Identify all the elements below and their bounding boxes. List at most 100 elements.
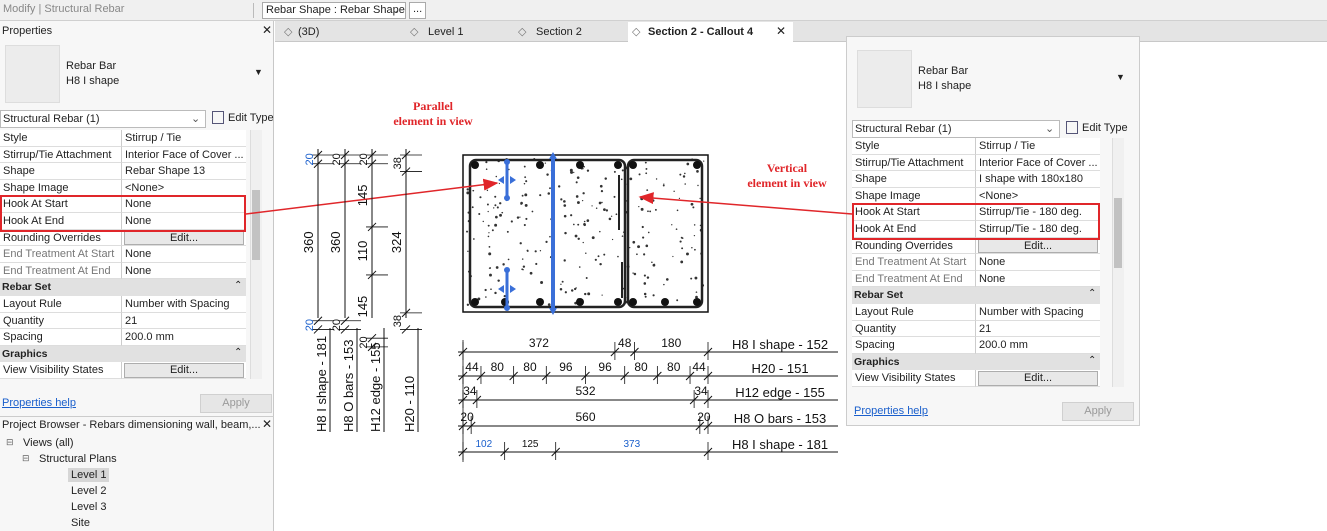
property-value: Stirrup/Tie - 180 deg.: [979, 206, 1082, 219]
tab-label[interactable]: Section 2: [536, 26, 582, 38]
tab-label[interactable]: Level 1: [428, 26, 464, 38]
browser-close: ✕: [262, 417, 273, 431]
dimension-text: 44: [465, 360, 479, 374]
tab[interactable]: ◇ Section 2 - Callout 4 ✕: [628, 22, 793, 42]
rebar-tag: H20 - 151: [751, 361, 808, 376]
dimension-text: 20: [331, 319, 343, 331]
type-selector-text[interactable]: Rebar Shape : Rebar Shape: [266, 4, 405, 16]
property-key: Shape: [855, 173, 887, 186]
filter-text[interactable]: Structural Rebar (1): [855, 123, 952, 135]
apply-text[interactable]: Apply: [222, 397, 250, 409]
aggregate: [488, 245, 491, 248]
aggregate: [577, 223, 580, 226]
property-value: None: [125, 198, 152, 211]
tab-label[interactable]: Section 2 - Callout 4: [648, 26, 754, 38]
button-text[interactable]: Edit...: [1023, 239, 1053, 252]
key-cell: [852, 270, 976, 288]
aggregate: [582, 241, 584, 244]
property-key: Quantity: [3, 314, 44, 327]
key-cell: [0, 329, 122, 346]
edit-button[interactable]: Edit...: [978, 371, 1098, 386]
button-text[interactable]: Edit...: [169, 364, 199, 377]
aggregate: [652, 294, 655, 297]
aggregate: [495, 215, 498, 219]
aggregate: [655, 178, 658, 180]
aggregate: [694, 276, 698, 280]
value-cell: [122, 262, 246, 280]
key-cell: [0, 130, 122, 147]
key-cell: [852, 370, 976, 387]
aggregate: [585, 252, 587, 254]
aggregate: [559, 288, 563, 291]
dimension-text: 20: [460, 410, 474, 424]
tree-item[interactable]: Level 1: [68, 468, 110, 482]
aggregate: [521, 258, 524, 260]
properties-help[interactable]: Properties help: [2, 397, 76, 409]
section-bar: [0, 279, 246, 296]
aggregate: [629, 177, 633, 181]
tab-label[interactable]: (3D): [298, 26, 320, 38]
grip-arrows: [498, 285, 516, 293]
filter-select[interactable]: Structural Rebar (1) ⌄: [0, 110, 206, 128]
aggregate: [695, 291, 698, 293]
aggregate: [643, 274, 646, 277]
edit-type[interactable]: Edit Type: [228, 112, 274, 124]
apply-button[interactable]: Apply: [1062, 402, 1134, 421]
value-cell: [976, 138, 1100, 155]
i-bar-end: [504, 267, 510, 273]
aggregate: [495, 175, 498, 178]
aggregate: [591, 236, 595, 240]
tree-item[interactable]: Site: [71, 517, 90, 529]
value-cell: [976, 270, 1100, 288]
aggregate: [523, 165, 526, 168]
rebar-dot: [661, 298, 669, 306]
apply-text[interactable]: Apply: [1084, 405, 1112, 417]
apply-button[interactable]: Apply: [200, 394, 272, 413]
aggregate: [499, 202, 502, 205]
tree-item[interactable]: Structural Plans: [39, 453, 117, 465]
edit-button[interactable]: Edit...: [124, 363, 244, 378]
tree-item[interactable]: Level 2: [71, 485, 107, 497]
property-key: Shape: [3, 165, 35, 178]
aggregate: [491, 229, 494, 232]
button-text[interactable]: Edit...: [169, 231, 199, 244]
rebar-tag: H12 edge - 155: [735, 385, 825, 400]
tab[interactable]: ◇ (3D): [280, 22, 385, 42]
aggregate: [672, 255, 674, 258]
type-dropdown: ▼: [254, 67, 263, 77]
more-text[interactable]: ...: [413, 3, 423, 15]
aggregate: [560, 283, 562, 285]
value-cell: [976, 154, 1100, 172]
edit-type[interactable]: Edit Type: [1082, 122, 1128, 134]
aggregate: [597, 255, 600, 258]
filter-text[interactable]: Structural Rebar (1): [3, 113, 100, 125]
key-cell: [852, 337, 976, 354]
aggregate: [644, 161, 647, 164]
dimension-text: 20: [358, 336, 370, 348]
aggregate: [601, 201, 603, 204]
aggregate: [493, 207, 495, 209]
aggregate: [466, 191, 470, 195]
key-cell: [852, 204, 976, 221]
aggregate: [582, 192, 585, 195]
rebar-dot: [629, 161, 637, 169]
properties-help[interactable]: Properties help: [854, 405, 928, 417]
button-text[interactable]: Edit...: [1023, 372, 1053, 385]
edit-button[interactable]: Edit...: [124, 230, 244, 246]
aggregate: [681, 247, 684, 250]
aggregate: [632, 240, 636, 244]
tab[interactable]: ◇ Level 1: [390, 22, 495, 42]
filter-select[interactable]: Structural Rebar (1) ⌄: [852, 120, 1060, 138]
aggregate: [599, 230, 601, 233]
tab[interactable]: ◇ Section 2: [498, 22, 623, 42]
tree-item[interactable]: Level 3: [71, 501, 107, 513]
section-label: Graphics: [854, 355, 900, 368]
i-bar-end: [504, 159, 510, 165]
panel-title: Properties: [2, 25, 53, 37]
aggregate: [563, 214, 567, 218]
aggregate: [611, 238, 614, 241]
aggregate: [572, 223, 575, 226]
property-value: I shape with 180x180: [979, 173, 1083, 186]
property-key: End Treatment At Start: [855, 256, 967, 269]
tree-item[interactable]: Views (all): [23, 437, 74, 449]
